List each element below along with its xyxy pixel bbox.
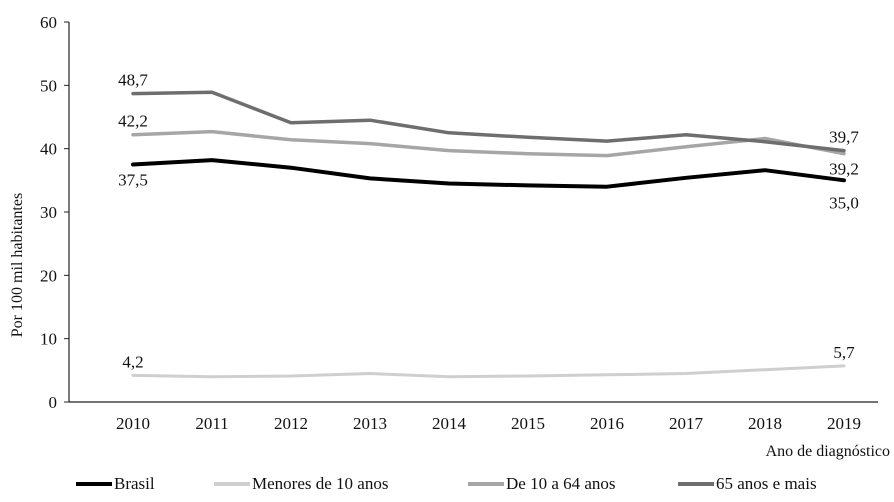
- series-line-4: [131, 90, 846, 153]
- legend-item: De 10 a 64 anos: [468, 474, 616, 494]
- y-tick-label: 20: [40, 266, 57, 285]
- x-tick-label: 2011: [195, 414, 228, 433]
- data-label: 39,7: [829, 128, 859, 147]
- y-axis: 0 10 20 30 40 50 60: [40, 13, 70, 412]
- data-label: 42,2: [118, 112, 148, 131]
- data-label: 48,7: [118, 71, 148, 90]
- y-tick-label: 10: [40, 330, 57, 349]
- series-line-2: [131, 364, 846, 379]
- legend-swatch: [468, 482, 504, 486]
- y-tick-label: 0: [49, 393, 58, 412]
- data-label: 37,5: [118, 171, 148, 190]
- legend-item: 65 anos e mais: [678, 474, 817, 494]
- legend-item: Menores de 10 anos: [214, 474, 388, 494]
- legend-swatch: [76, 482, 112, 486]
- y-tick-label: 40: [40, 140, 57, 159]
- y-tick-label: 30: [40, 203, 57, 222]
- data-label: 4,2: [122, 352, 143, 371]
- series-line-3: [131, 129, 846, 158]
- legend-item: Brasil: [76, 474, 155, 494]
- data-label: 35,0: [829, 193, 859, 212]
- x-tick-label: 2014: [432, 414, 467, 433]
- legend-swatch: [214, 482, 250, 486]
- legend-swatch: [678, 482, 714, 486]
- x-axis-title: Ano de diagnóstico: [766, 443, 890, 460]
- data-label: 5,7: [833, 343, 855, 362]
- series-line-1: [131, 158, 846, 189]
- y-tick-label: 50: [40, 76, 57, 95]
- data-label: 39,2: [829, 160, 859, 179]
- legend-label: Brasil: [114, 474, 155, 493]
- x-tick-label: 2017: [669, 414, 704, 433]
- legend-label: Menores de 10 anos: [252, 474, 389, 493]
- x-tick-label: 2012: [274, 414, 308, 433]
- x-tick-label: 2016: [590, 414, 624, 433]
- y-tick-label: 60: [40, 13, 57, 32]
- series-lines: [131, 90, 846, 379]
- legend-label: 65 anos e mais: [716, 474, 817, 493]
- data-labels: 48,7 42,2 37,5 4,2 39,7 39,2 35,0 5,7: [118, 71, 859, 372]
- x-tick-label: 2018: [748, 414, 782, 433]
- x-axis: 2010 2011 2012 2013 2014 2015 2016 2017 2018 2019: [69, 401, 878, 433]
- legend-label: De 10 a 64 anos: [506, 474, 616, 493]
- x-tick-label: 2013: [353, 414, 387, 433]
- x-tick-label: 2015: [511, 414, 545, 433]
- legend: Brasil Menores de 10 anos De 10 a 64 anos 6…: [0, 474, 894, 502]
- x-tick-label: 2010: [116, 414, 150, 433]
- x-tick-label: 2019: [827, 414, 861, 433]
- y-axis-title: Por 100 mil habitantes: [9, 193, 26, 337]
